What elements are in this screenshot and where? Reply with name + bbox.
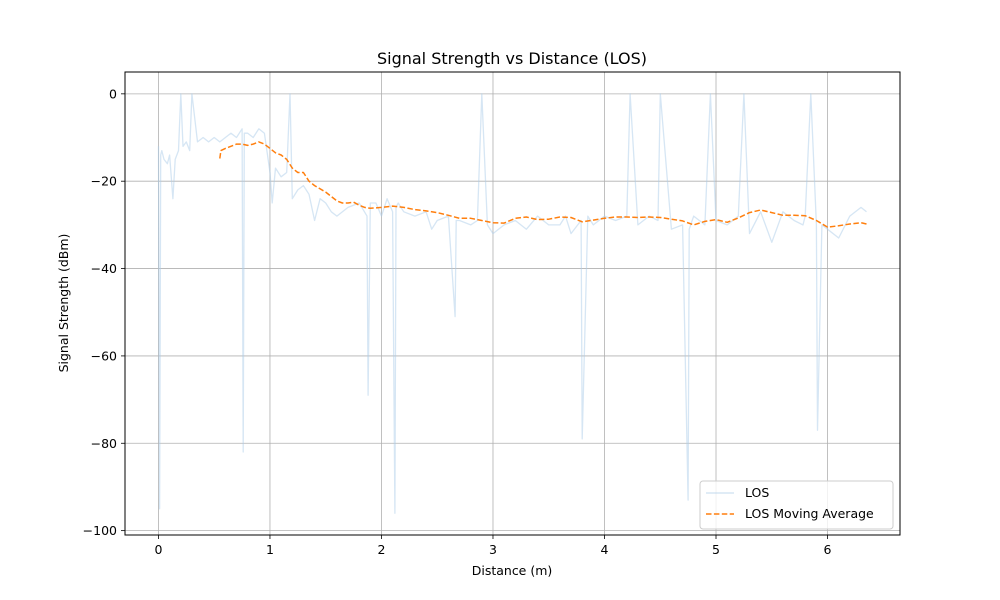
y-tick-label: −20 xyxy=(91,174,117,189)
legend: LOS LOS Moving Average xyxy=(699,480,894,530)
plot-area xyxy=(157,93,867,514)
y-tick-label: −40 xyxy=(91,261,117,276)
x-axis: 0 1 2 3 4 5 6 xyxy=(154,535,832,557)
x-tick-label: 3 xyxy=(489,542,497,557)
x-tick-label: 4 xyxy=(601,542,609,557)
x-tick-label: 6 xyxy=(824,542,832,557)
x-tick-label: 5 xyxy=(712,542,720,557)
y-tick-label: −60 xyxy=(91,348,117,363)
y-tick-label: −100 xyxy=(83,523,117,538)
legend-box xyxy=(699,480,894,530)
y-tick-label: 0 xyxy=(109,86,117,101)
plot-frame xyxy=(124,71,901,536)
series-line-moving-average xyxy=(219,141,867,228)
x-tick-label: 0 xyxy=(154,542,162,557)
legend-label-moving-average: LOS Moving Average xyxy=(745,506,874,521)
series-line-los xyxy=(157,93,867,514)
y-axis-label: Signal Strength (dBm) xyxy=(56,234,71,373)
x-tick-label: 1 xyxy=(266,542,274,557)
legend-label-los: LOS xyxy=(745,485,769,500)
chart-title: Signal Strength vs Distance (LOS) xyxy=(377,49,647,68)
x-tick-label: 2 xyxy=(377,542,385,557)
y-tick-label: −80 xyxy=(91,436,117,451)
grid xyxy=(125,72,900,535)
x-axis-label: Distance (m) xyxy=(472,563,553,578)
y-axis: 0 −20 −40 −60 −80 −100 xyxy=(83,86,125,538)
